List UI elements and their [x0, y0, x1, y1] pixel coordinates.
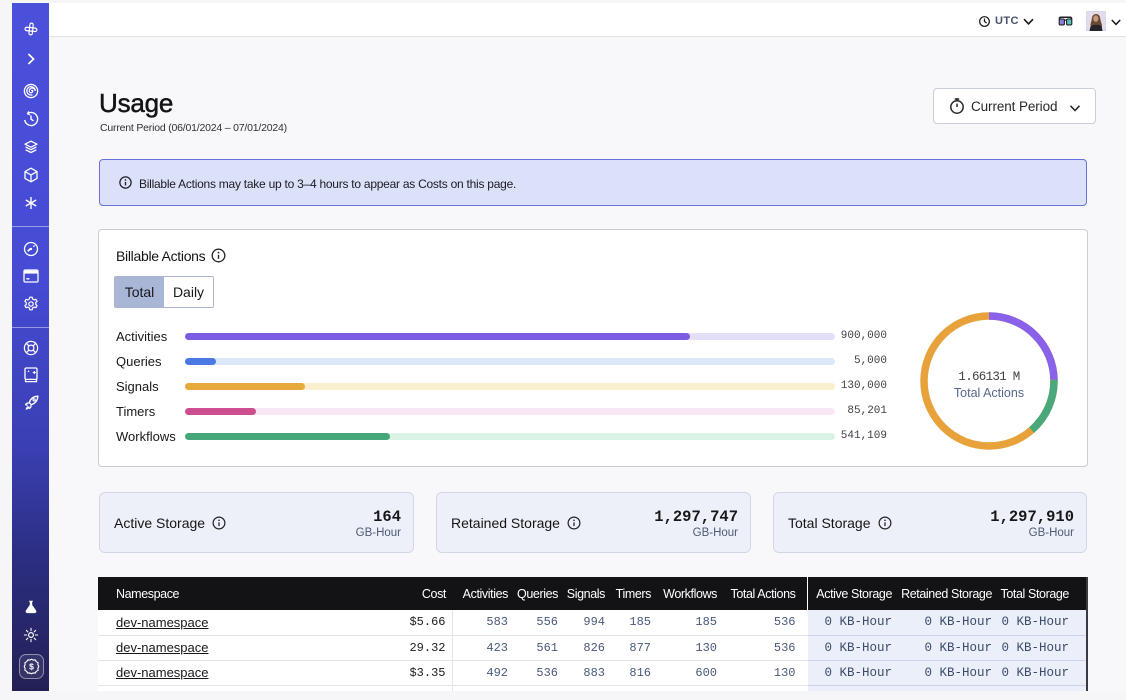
svg-text:$: $ [29, 662, 34, 672]
